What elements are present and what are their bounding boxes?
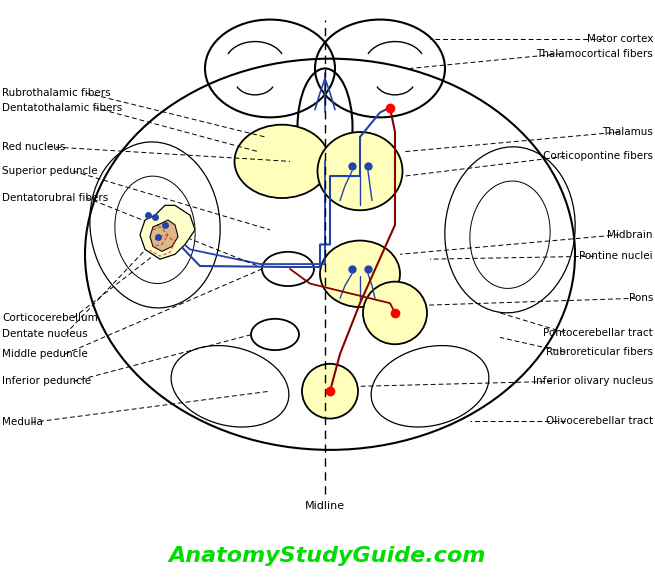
- Text: Medulla: Medulla: [2, 418, 43, 428]
- Text: Inferior olivary nucleus: Inferior olivary nucleus: [533, 376, 653, 387]
- Ellipse shape: [318, 132, 403, 210]
- Circle shape: [363, 282, 427, 344]
- Text: Midbrain: Midbrain: [607, 230, 653, 239]
- Text: Motor cortex: Motor cortex: [587, 34, 653, 44]
- Text: Pontine nuclei: Pontine nuclei: [580, 251, 653, 261]
- Text: Corticopontine fibers: Corticopontine fibers: [543, 152, 653, 162]
- Text: Rubrothalamic fibers: Rubrothalamic fibers: [2, 88, 111, 98]
- Text: Thalamocortical fibers: Thalamocortical fibers: [536, 49, 653, 59]
- Text: Rubroreticular fibers: Rubroreticular fibers: [546, 347, 653, 357]
- Text: Pontocerebellar tract: Pontocerebellar tract: [543, 328, 653, 338]
- Text: Dentatorubral fibers: Dentatorubral fibers: [2, 193, 108, 203]
- Text: Olivocerebellar tract: Olivocerebellar tract: [546, 415, 653, 425]
- Text: Middle peduncle: Middle peduncle: [2, 349, 88, 359]
- Ellipse shape: [234, 125, 329, 198]
- Text: Dentate nucleus: Dentate nucleus: [2, 329, 88, 339]
- Text: Inferior peduncle: Inferior peduncle: [2, 376, 91, 387]
- Text: Thalamus: Thalamus: [602, 127, 653, 137]
- Text: Midline: Midline: [305, 501, 345, 511]
- Ellipse shape: [320, 241, 400, 307]
- Polygon shape: [150, 220, 178, 252]
- Text: Superior peduncle: Superior peduncle: [2, 166, 98, 176]
- Text: Corticocerebellum: Corticocerebellum: [2, 313, 98, 323]
- Text: Dentatothalamic fibers: Dentatothalamic fibers: [2, 103, 122, 113]
- Text: Pons: Pons: [629, 293, 653, 304]
- Text: AnatomyStudyGuide.com: AnatomyStudyGuide.com: [168, 546, 486, 565]
- Circle shape: [302, 364, 358, 418]
- Polygon shape: [140, 205, 195, 259]
- Text: Red nucleus: Red nucleus: [2, 142, 66, 152]
